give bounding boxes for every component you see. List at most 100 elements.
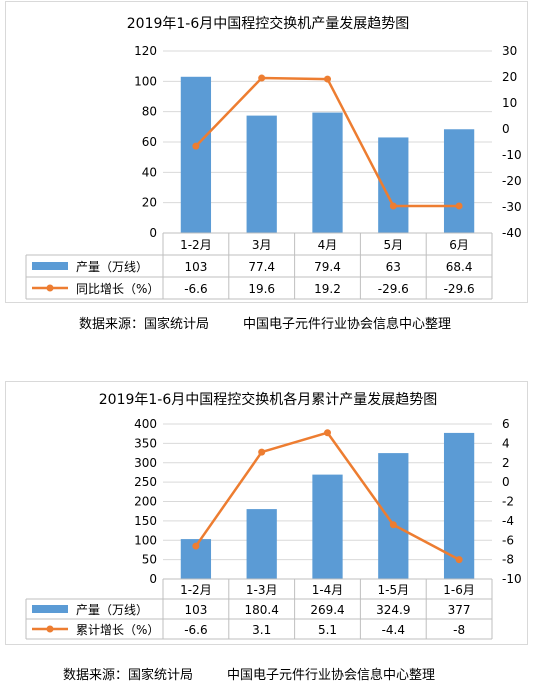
- left-axis-tick-label: 120: [134, 44, 157, 58]
- legend-label-production: 产量（万线）: [76, 603, 148, 617]
- legend-label-growth: 累计增长（%）: [76, 623, 159, 637]
- production-value: 103: [184, 260, 207, 274]
- left-axis-tick-label: 350: [134, 436, 157, 450]
- left-axis-tick-label: 200: [134, 495, 157, 509]
- right-axis-tick-label: 20: [502, 70, 517, 84]
- category-label: 6月: [449, 238, 469, 252]
- production-value: 79.4: [314, 260, 341, 274]
- right-axis-tick-label: -2: [502, 495, 514, 509]
- category-label: 3月: [252, 238, 272, 252]
- growth-point: [192, 542, 200, 550]
- growth-point: [455, 556, 463, 564]
- left-axis-tick-label: 20: [142, 196, 157, 210]
- right-axis-tick-label: 0: [502, 122, 510, 136]
- left-axis-tick-label: 50: [142, 553, 157, 567]
- category-label: 1-2月: [180, 583, 212, 597]
- source-label: 数据来源：国家统计局: [79, 317, 210, 332]
- left-axis-tick-label: 100: [134, 533, 157, 547]
- left-axis-tick-label: 40: [142, 165, 157, 179]
- legend-label-production: 产量（万线）: [76, 260, 148, 274]
- growth-value: 3.1: [252, 623, 271, 637]
- category-label: 1-3月: [246, 583, 278, 597]
- left-axis-tick-label: 0: [149, 226, 157, 240]
- right-axis-tick-label: -10: [502, 148, 522, 162]
- chart-panel-production: 2019年1-6月中国程控交换机产量发展趋势图 0 20 40 60 80 100 120 -4…: [5, 1, 528, 303]
- legend-label-growth: 同比增长（%）: [76, 282, 159, 296]
- growth-value: -29.6: [378, 282, 409, 296]
- growth-value: -8: [453, 623, 465, 637]
- source-label: 数据来源：国家统计局: [63, 668, 194, 683]
- right-axis-tick-label: -30: [502, 200, 522, 214]
- production-value: 77.4: [248, 260, 275, 274]
- chart-title: 2019年1-6月中国程控交换机产量发展趋势图: [127, 15, 410, 32]
- cumulative-trend-chart: 2019年1-6月中国程控交换机各月累计产量发展趋势图 0 50 100 150 200 2…: [25, 391, 522, 640]
- right-axis-tick-label: 0: [502, 475, 510, 489]
- growth-value: -6.6: [184, 623, 207, 637]
- legend-key-bar: [32, 605, 68, 613]
- growth-point: [324, 75, 331, 83]
- bar: [378, 453, 409, 579]
- category-label: 1-6月: [443, 583, 475, 597]
- left-axis-tick-label: 300: [134, 456, 157, 470]
- bar: [443, 129, 475, 233]
- bar: [312, 474, 343, 579]
- growth-point: [455, 202, 463, 210]
- bar: [312, 112, 343, 233]
- growth-point: [324, 429, 331, 437]
- source-note-1: 数据来源：国家统计局 中国电子元件行业协会信息中心整理: [79, 313, 451, 332]
- growth-value: 5.1: [318, 623, 337, 637]
- right-axis-tick-label: -10: [502, 572, 522, 586]
- category-label: 1-5月: [377, 583, 409, 597]
- source-note-2: 数据来源：国家统计局 中国电子元件行业协会信息中心整理: [63, 664, 435, 683]
- bar: [246, 115, 277, 233]
- growth-point: [389, 521, 397, 529]
- growth-value: -6.6: [184, 282, 207, 296]
- production-value: 269.4: [310, 603, 344, 617]
- growth-value: 19.2: [314, 282, 341, 296]
- legend-key-marker: [46, 284, 54, 292]
- production-value: 63: [386, 260, 401, 274]
- left-axis-tick-label: 80: [142, 105, 157, 119]
- growth-point: [389, 202, 397, 210]
- chart-panel-cumulative: 2019年1-6月中国程控交换机各月累计产量发展趋势图 0 50 100 150 200 2…: [5, 381, 528, 645]
- growth-value: 19.6: [248, 282, 275, 296]
- production-value: 68.4: [446, 260, 473, 274]
- right-axis-tick-label: -8: [502, 553, 514, 567]
- growth-point: [258, 74, 266, 82]
- left-axis-tick-label: 400: [134, 417, 157, 431]
- production-value: 103: [184, 603, 207, 617]
- left-axis-tick-label: 60: [142, 135, 157, 149]
- right-axis-tick-label: 10: [502, 96, 517, 110]
- right-axis-tick-label: -4: [502, 514, 514, 528]
- production-value: 377: [448, 603, 471, 617]
- category-label: 5月: [383, 238, 403, 252]
- left-axis-tick-label: 100: [134, 74, 157, 88]
- production-value: 180.4: [245, 603, 279, 617]
- legend-key-marker: [46, 625, 54, 633]
- production-value: 324.9: [376, 603, 410, 617]
- category-label: 1-2月: [180, 238, 212, 252]
- growth-value: -29.6: [444, 282, 475, 296]
- organization-label: 中国电子元件行业协会信息中心整理: [227, 668, 436, 683]
- growth-point: [258, 448, 266, 456]
- right-axis-tick-label: -20: [502, 174, 522, 188]
- bar: [246, 509, 277, 579]
- left-axis-tick-label: 0: [149, 572, 157, 586]
- legend-key-bar: [32, 262, 68, 270]
- right-axis-tick-label: 6: [502, 417, 510, 431]
- chart-title: 2019年1-6月中国程控交换机各月累计产量发展趋势图: [99, 391, 438, 408]
- left-axis-tick-label: 250: [134, 475, 157, 489]
- right-axis-tick-label: 4: [502, 436, 510, 450]
- growth-value: -4.4: [382, 623, 405, 637]
- category-label: 4月: [318, 238, 338, 252]
- left-axis-tick-label: 150: [134, 514, 157, 528]
- growth-point: [192, 142, 200, 150]
- right-axis-tick-label: -40: [502, 226, 522, 240]
- right-axis-tick-label: -6: [502, 533, 514, 547]
- category-label: 1-4月: [312, 583, 344, 597]
- right-axis-tick-label: 2: [502, 456, 510, 470]
- bar: [180, 76, 212, 234]
- production-trend-chart: 2019年1-6月中国程控交换机产量发展趋势图020406080100120-4…: [25, 15, 522, 300]
- right-axis-tick-label: 30: [502, 44, 517, 58]
- organization-label: 中国电子元件行业协会信息中心整理: [243, 317, 452, 332]
